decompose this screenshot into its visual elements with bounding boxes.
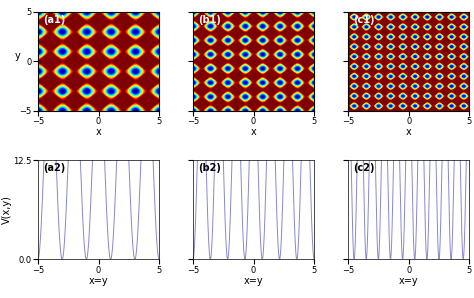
X-axis label: x=y: x=y — [399, 276, 419, 286]
Y-axis label: y: y — [15, 51, 21, 61]
Text: (b1): (b1) — [198, 15, 221, 25]
Text: (a2): (a2) — [43, 163, 65, 173]
X-axis label: x: x — [96, 128, 101, 137]
X-axis label: x: x — [406, 128, 411, 137]
Text: (b2): (b2) — [198, 163, 221, 173]
X-axis label: x: x — [251, 128, 256, 137]
Text: (c1): (c1) — [353, 15, 374, 25]
Text: (a1): (a1) — [43, 15, 65, 25]
Y-axis label: V(x,y): V(x,y) — [2, 195, 12, 224]
X-axis label: x=y: x=y — [89, 276, 109, 286]
X-axis label: x=y: x=y — [244, 276, 264, 286]
Text: (c2): (c2) — [353, 163, 374, 173]
